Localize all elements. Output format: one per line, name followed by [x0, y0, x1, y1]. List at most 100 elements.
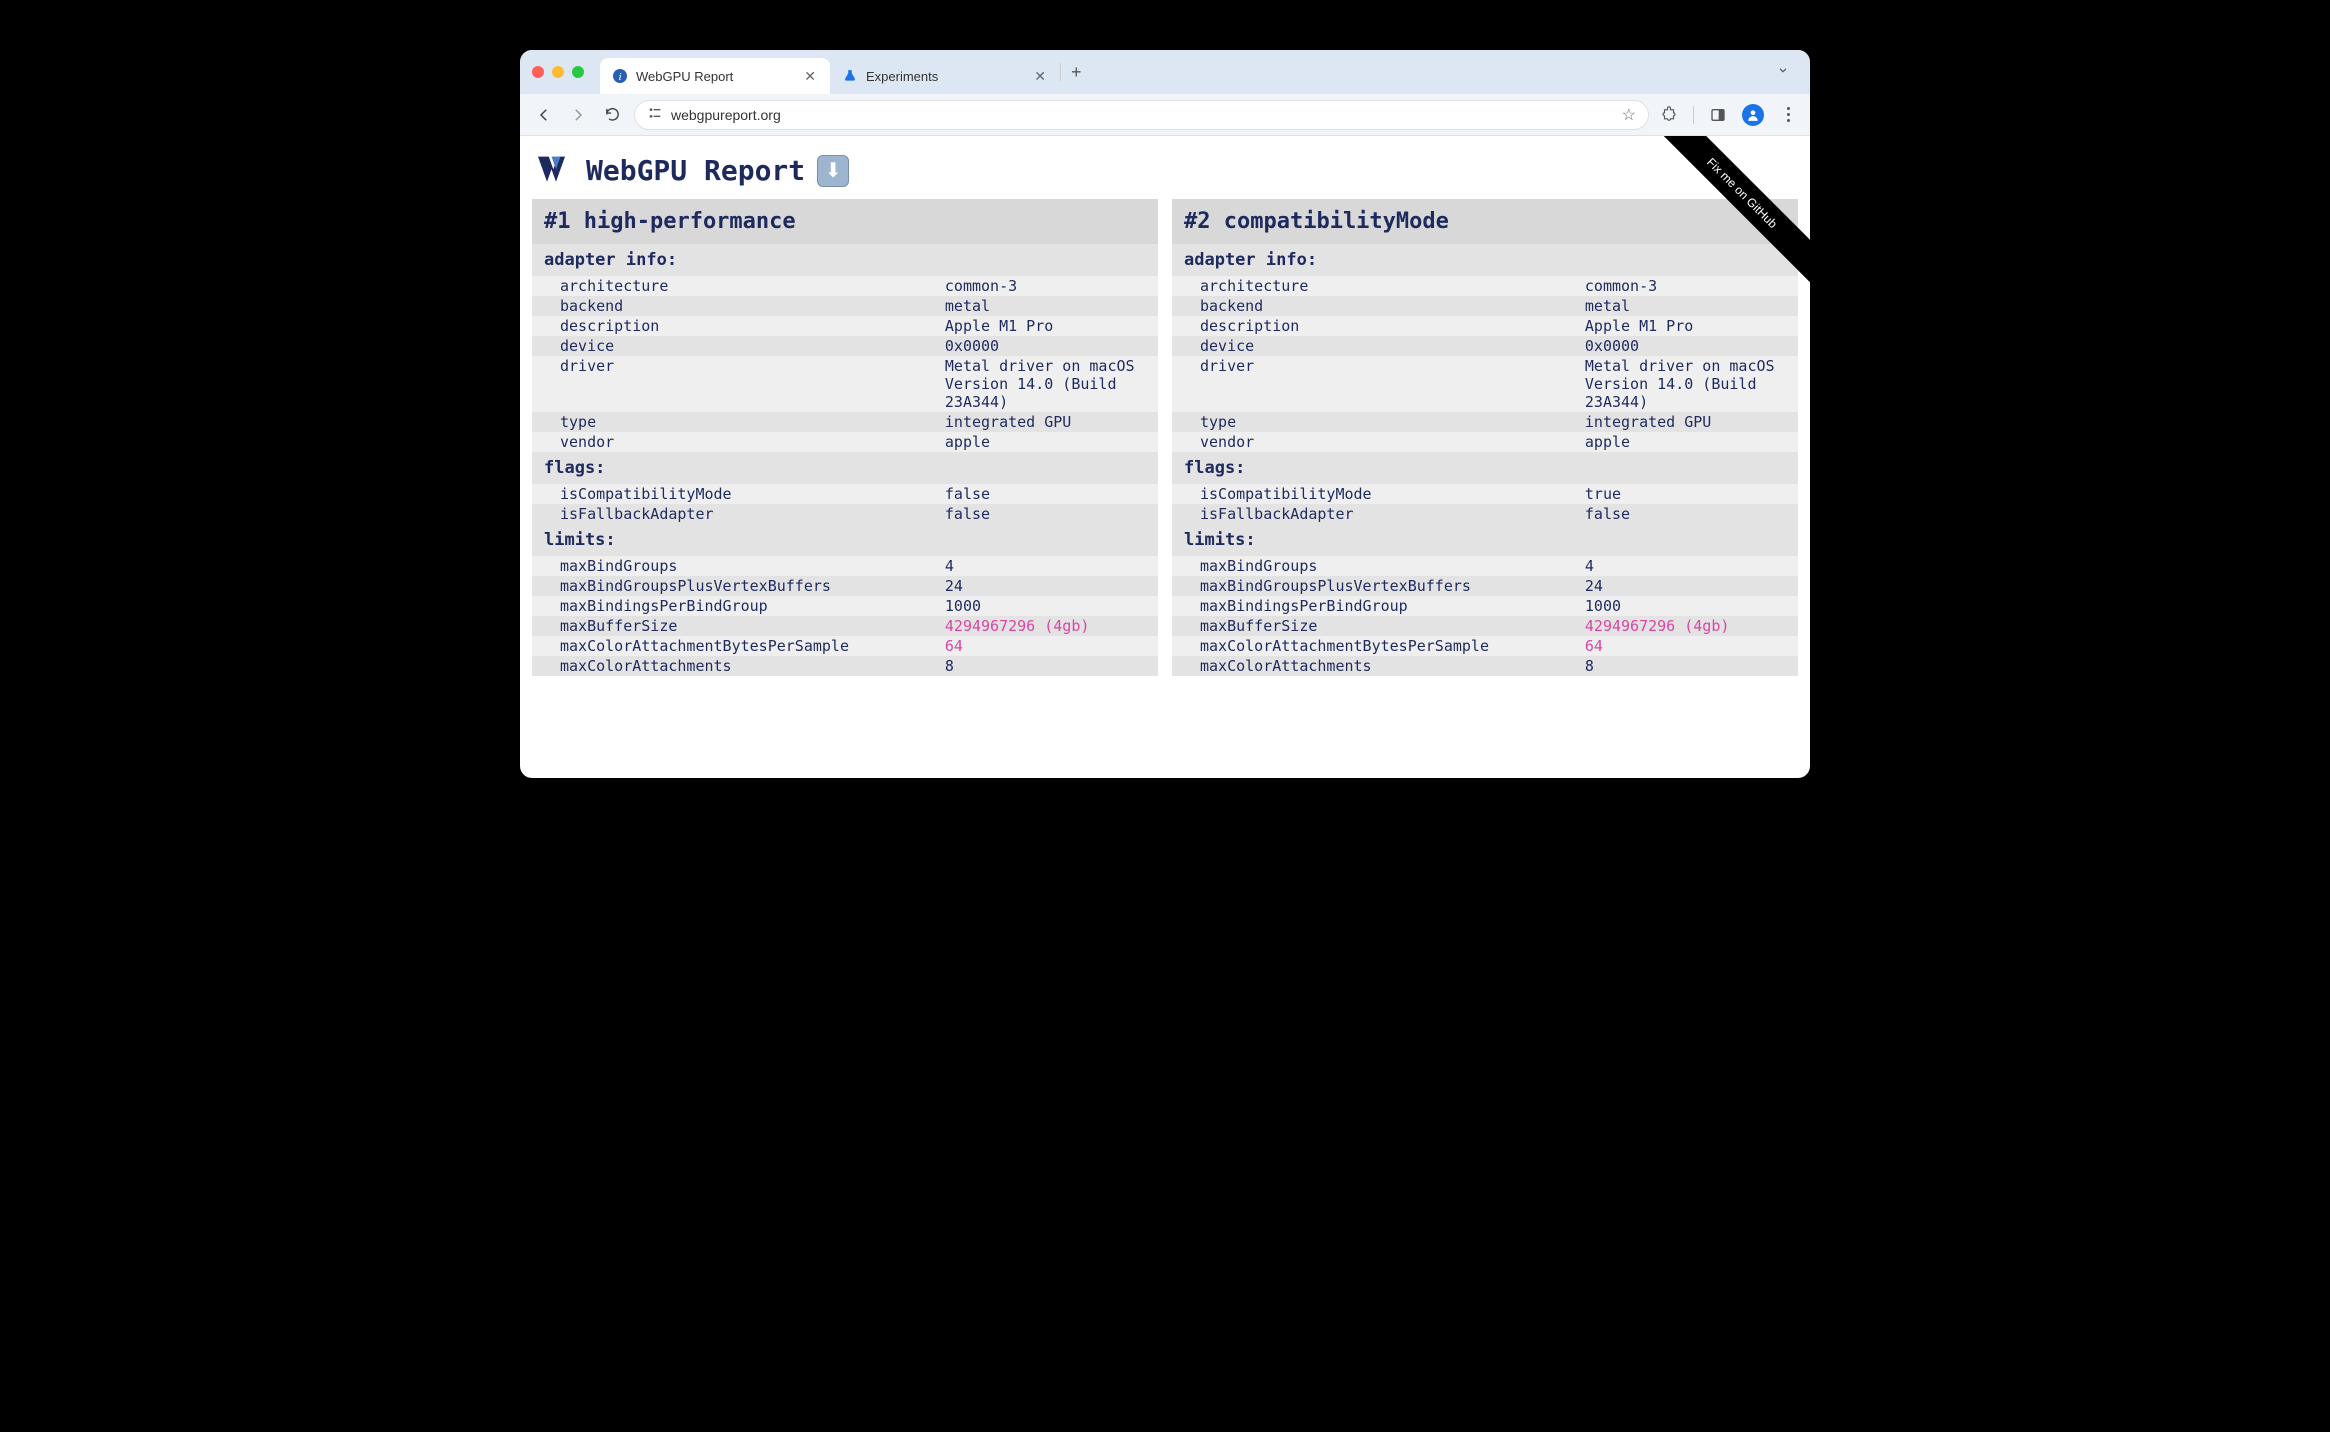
table-row: vendorapple — [532, 432, 1158, 452]
sidepanel-icon[interactable] — [1708, 105, 1728, 125]
table-row: maxColorAttachmentBytesPerSample64 — [532, 636, 1158, 656]
row-key: maxBindGroupsPlusVertexBuffers — [532, 576, 939, 596]
page-header: WebGPU Report ⬇ — [520, 136, 1810, 199]
section-header: flags: — [532, 452, 1158, 484]
row-key: isFallbackAdapter — [532, 504, 939, 524]
table-row: maxBindGroups4 — [532, 556, 1158, 576]
row-value: 0x0000 — [1579, 336, 1798, 356]
browser-window: i WebGPU Report ✕ Experiments ✕ + — [520, 50, 1810, 778]
table-row: isCompatibilityModetrue — [1172, 484, 1798, 504]
toolbar-divider — [1693, 106, 1694, 124]
row-key: device — [1172, 336, 1579, 356]
section-header: limits: — [532, 524, 1158, 556]
row-key: maxBindGroups — [532, 556, 939, 576]
table-row: isFallbackAdapterfalse — [532, 504, 1158, 524]
extensions-icon[interactable] — [1659, 105, 1679, 125]
panel-header: #2 compatibilityMode — [1172, 199, 1798, 244]
data-table: architecturecommon-3backendmetaldescript… — [532, 276, 1158, 452]
row-value: common-3 — [939, 276, 1158, 296]
section-header: limits: — [1172, 524, 1798, 556]
forward-button[interactable] — [566, 103, 590, 127]
row-key: isCompatibilityMode — [532, 484, 939, 504]
bookmark-star-icon[interactable]: ☆ — [1622, 105, 1636, 125]
table-row: maxBufferSize4294967296 (4gb) — [1172, 616, 1798, 636]
row-value: 24 — [939, 576, 1158, 596]
panel: #1 high-performanceadapter info:architec… — [532, 199, 1158, 676]
table-row: vendorapple — [1172, 432, 1798, 452]
site-info-icon[interactable] — [647, 106, 663, 123]
page-content: Fix me on GitHub WebGPU Report ⬇ #1 high… — [520, 136, 1810, 778]
panel: #2 compatibilityModeadapter info:archite… — [1172, 199, 1798, 676]
row-key: type — [1172, 412, 1579, 432]
svg-text:i: i — [618, 71, 621, 83]
section-header: flags: — [1172, 452, 1798, 484]
table-row: maxBindingsPerBindGroup1000 — [532, 596, 1158, 616]
url-text: webgpureport.org — [671, 107, 1614, 123]
table-row: typeintegrated GPU — [532, 412, 1158, 432]
tab-favicon-icon: i — [612, 68, 628, 84]
table-row: isFallbackAdapterfalse — [1172, 504, 1798, 524]
row-value: Apple M1 Pro — [1579, 316, 1798, 336]
panel-header: #1 high-performance — [532, 199, 1158, 244]
profile-avatar-icon[interactable] — [1742, 104, 1764, 126]
row-key: maxBindingsPerBindGroup — [532, 596, 939, 616]
data-table: isCompatibilityModefalseisFallbackAdapte… — [532, 484, 1158, 524]
table-row: maxBufferSize4294967296 (4gb) — [532, 616, 1158, 636]
row-value: 4294967296 (4gb) — [939, 616, 1158, 636]
row-value: Apple M1 Pro — [939, 316, 1158, 336]
page-title: WebGPU Report — [586, 154, 805, 187]
tab-close-icon[interactable]: ✕ — [802, 66, 818, 87]
row-key: architecture — [532, 276, 939, 296]
row-value: integrated GPU — [1579, 412, 1798, 432]
close-window-button[interactable] — [532, 66, 544, 78]
table-row: isCompatibilityModefalse — [532, 484, 1158, 504]
row-key: vendor — [1172, 432, 1579, 452]
address-bar[interactable]: webgpureport.org ☆ — [634, 100, 1649, 130]
row-key: maxBindGroups — [1172, 556, 1579, 576]
tab-experiments[interactable]: Experiments ✕ — [830, 58, 1060, 94]
table-row: maxBindGroups4 — [1172, 556, 1798, 576]
download-button[interactable]: ⬇ — [817, 155, 849, 187]
webgpu-logo-icon — [538, 156, 574, 186]
tab-strip: i WebGPU Report ✕ Experiments ✕ + — [520, 50, 1810, 94]
row-key: maxBufferSize — [532, 616, 939, 636]
row-value: 4 — [1579, 556, 1798, 576]
row-key: driver — [1172, 356, 1579, 412]
maximize-window-button[interactable] — [572, 66, 584, 78]
tab-close-icon[interactable]: ✕ — [1032, 66, 1048, 87]
back-button[interactable] — [532, 103, 556, 127]
row-key: maxColorAttachmentBytesPerSample — [1172, 636, 1579, 656]
row-value: true — [1579, 484, 1798, 504]
data-table: maxBindGroups4maxBindGroupsPlusVertexBuf… — [1172, 556, 1798, 676]
table-row: maxBindGroupsPlusVertexBuffers24 — [1172, 576, 1798, 596]
row-value: 0x0000 — [939, 336, 1158, 356]
tab-webgpu-report[interactable]: i WebGPU Report ✕ — [600, 58, 830, 94]
traffic-lights — [532, 66, 584, 78]
table-row: typeintegrated GPU — [1172, 412, 1798, 432]
row-key: description — [532, 316, 939, 336]
table-row: maxBindingsPerBindGroup1000 — [1172, 596, 1798, 616]
minimize-window-button[interactable] — [552, 66, 564, 78]
row-key: isCompatibilityMode — [1172, 484, 1579, 504]
row-key: maxColorAttachments — [1172, 656, 1579, 676]
row-value: 64 — [1579, 636, 1798, 656]
row-key: maxBindingsPerBindGroup — [1172, 596, 1579, 616]
row-value: 4294967296 (4gb) — [1579, 616, 1798, 636]
row-value: false — [939, 484, 1158, 504]
row-key: maxColorAttachments — [532, 656, 939, 676]
tab-overflow-button[interactable] — [1768, 59, 1798, 86]
row-key: vendor — [532, 432, 939, 452]
menu-button[interactable] — [1778, 105, 1798, 125]
section-header: adapter info: — [532, 244, 1158, 276]
row-key: isFallbackAdapter — [1172, 504, 1579, 524]
row-value: Metal driver on macOS Version 14.0 (Buil… — [939, 356, 1158, 412]
row-key: backend — [1172, 296, 1579, 316]
reload-button[interactable] — [600, 103, 624, 127]
table-row: maxColorAttachments8 — [532, 656, 1158, 676]
row-value: 8 — [939, 656, 1158, 676]
new-tab-button[interactable]: + — [1061, 62, 1092, 83]
table-row: architecturecommon-3 — [1172, 276, 1798, 296]
row-value: 24 — [1579, 576, 1798, 596]
toolbar: webgpureport.org ☆ — [520, 94, 1810, 136]
table-row: maxBindGroupsPlusVertexBuffers24 — [532, 576, 1158, 596]
